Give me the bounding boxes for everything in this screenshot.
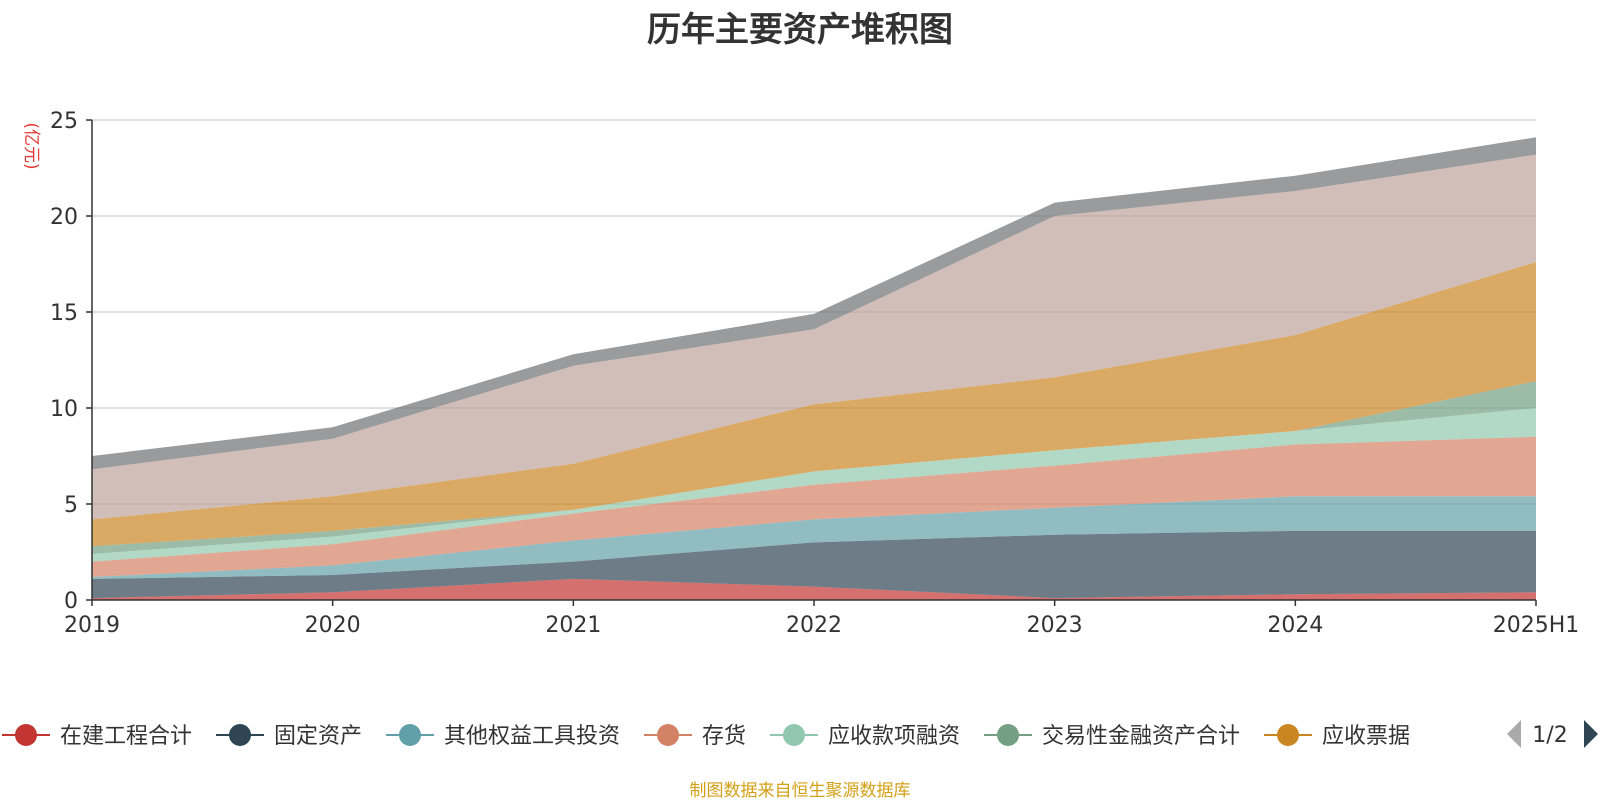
- legend-item-5[interactable]: 交易性金融资产合计: [984, 724, 1240, 749]
- y-tick-label: 10: [50, 397, 78, 422]
- area-series-layer: [92, 137, 1536, 600]
- x-tick-label: 2022: [786, 613, 842, 638]
- legend-circle-icon: [1277, 724, 1300, 746]
- legend-prev-page-icon[interactable]: [1507, 720, 1521, 748]
- legend-label: 固定资产: [274, 724, 362, 749]
- chart-title: 历年主要资产堆积图: [647, 10, 953, 50]
- legend-label: 交易性金融资产合计: [1042, 724, 1240, 749]
- area-series-2: [92, 496, 1536, 579]
- legend-circle-icon: [399, 724, 422, 746]
- legend-circle-icon: [657, 724, 680, 746]
- legend-item-1[interactable]: 固定资产: [216, 724, 362, 749]
- legend-page-indicator: 1/2: [1532, 723, 1567, 748]
- legend-label: 应收票据: [1322, 724, 1410, 749]
- y-axis-unit-label: (亿元): [21, 122, 41, 169]
- area-series-0: [92, 578, 1536, 600]
- y-tick-label: 5: [64, 493, 78, 518]
- source-note: 制图数据来自恒生聚源数据库: [689, 781, 911, 801]
- legend-label: 在建工程合计: [60, 724, 192, 749]
- area-series-8: [92, 137, 1536, 470]
- area-series-4: [92, 408, 1536, 562]
- area-series-1: [92, 530, 1536, 599]
- area-series-7: [92, 154, 1536, 520]
- x-tick-label: 2020: [305, 613, 361, 638]
- legend-next-page-icon[interactable]: [1584, 720, 1598, 748]
- legend-item-6[interactable]: 应收票据: [1264, 724, 1410, 749]
- legend-pager: 1/2: [1507, 720, 1598, 748]
- y-tick-labels: 0 5 10 15 20 25: [50, 109, 92, 614]
- x-tick-label: 2021: [545, 613, 601, 638]
- legend-circle-icon: [997, 724, 1020, 746]
- x-tick-label: 2024: [1267, 613, 1323, 638]
- y-tick-label: 15: [50, 301, 78, 326]
- legend-label: 存货: [702, 724, 746, 749]
- legend-item-3[interactable]: 存货: [644, 724, 746, 749]
- legend-label: 其他权益工具投资: [444, 724, 620, 749]
- legend-circle-icon: [229, 724, 252, 746]
- y-tick-label: 25: [50, 109, 78, 134]
- legend-circle-icon: [783, 724, 806, 746]
- legend-item-4[interactable]: 应收款项融资: [770, 724, 960, 749]
- x-tick-labels: 2019 2020 2021 2022 2023 2024 2025H1: [64, 600, 1579, 638]
- x-tick-label: 2025H1: [1493, 613, 1580, 638]
- x-tick-label: 2023: [1027, 613, 1083, 638]
- x-tick-label: 2019: [64, 613, 120, 638]
- area-series-6: [92, 262, 1536, 547]
- legend-label: 应收款项融资: [828, 724, 960, 749]
- legend-circle-icon: [15, 724, 37, 746]
- legend-item-0[interactable]: 在建工程合计: [2, 724, 192, 749]
- legend: 在建工程合计 固定资产 其他权益工具投资 存货 应收款项融资 交易性金融资产合计 应收票据: [2, 724, 1410, 749]
- legend-item-2[interactable]: 其他权益工具投资: [386, 724, 620, 749]
- area-series-3: [92, 436, 1536, 577]
- y-tick-label: 20: [50, 205, 78, 230]
- y-tick-label: 0: [64, 589, 78, 614]
